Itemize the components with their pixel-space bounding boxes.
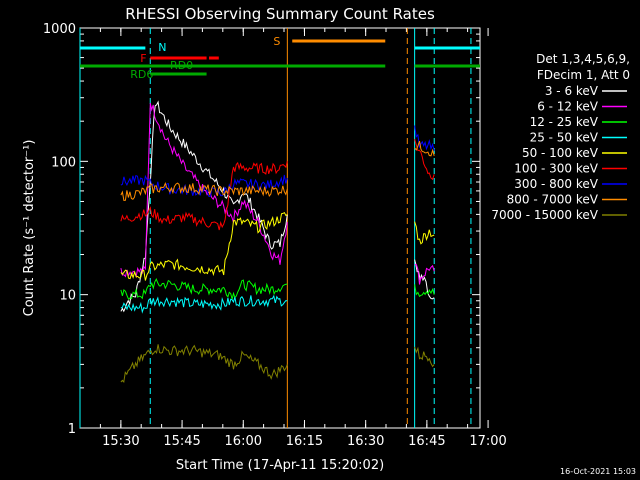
series-line	[120, 100, 288, 313]
x-tick-label: 17:00	[469, 434, 506, 449]
state-bar-label: RD0	[170, 59, 193, 72]
y-axis-label: Count Rate (s⁻¹ detector⁻¹)	[22, 140, 37, 317]
series-line	[414, 125, 435, 151]
series-line	[414, 138, 435, 181]
series-line	[414, 284, 435, 298]
legend-label: 800 - 7000 keV	[507, 193, 599, 207]
x-tick-label: 15:30	[102, 434, 139, 449]
y-tick-label: 10	[59, 289, 76, 304]
series-line	[414, 263, 435, 285]
legend-label: 3 - 6 keV	[545, 84, 599, 98]
state-bar-label: RD6	[130, 68, 153, 81]
legend-label: 100 - 300 keV	[514, 162, 598, 176]
y-tick-label: 1000	[43, 22, 76, 37]
plot-frame	[79, 27, 481, 429]
series-line	[120, 181, 288, 202]
state-bar-label: F	[140, 52, 146, 65]
x-tick-label: 16:45	[408, 434, 445, 449]
series-line	[120, 278, 288, 300]
legend-label: 50 - 100 keV	[522, 146, 599, 160]
legend-label: 6 - 12 keV	[537, 100, 599, 114]
x-tick-label: 15:45	[163, 434, 200, 449]
x-tick-label: 16:30	[347, 434, 384, 449]
series-line	[414, 140, 435, 157]
legend-label: 300 - 800 keV	[514, 177, 598, 191]
legend-label: 25 - 50 keV	[530, 131, 599, 145]
legend-label: 7000 - 15000 keV	[491, 208, 598, 222]
footer-date: 16-Oct-2021 15:03	[560, 467, 636, 476]
y-tick-label: 100	[51, 155, 76, 170]
x-tick-label: 16:15	[286, 434, 323, 449]
legend-label: 12 - 25 keV	[530, 115, 599, 129]
series-line	[120, 344, 288, 383]
chart-title: RHESSI Observing Summary Count Rates	[125, 5, 435, 23]
x-tick-label: 16:00	[225, 434, 262, 449]
plot-area: 1 10 100 1000 15:30 15:45 16:00 16:15 16:30 16:45…	[43, 22, 507, 449]
state-bar-label: N	[158, 41, 166, 54]
legend-header-1: Det 1,3,4,5,6,9,	[536, 52, 630, 66]
series-line	[120, 161, 288, 231]
y-tick-label: 1	[68, 422, 76, 437]
x-axis-label: Start Time (17-Apr-11 15:20:02)	[176, 458, 384, 473]
series-line	[120, 212, 288, 281]
legend-header-2: FDecim 1, Att 0	[537, 68, 630, 82]
series-line	[414, 259, 435, 300]
series-line	[414, 346, 435, 368]
series-line	[414, 221, 435, 245]
series-line	[120, 294, 288, 314]
state-bar-label: S	[273, 35, 280, 48]
